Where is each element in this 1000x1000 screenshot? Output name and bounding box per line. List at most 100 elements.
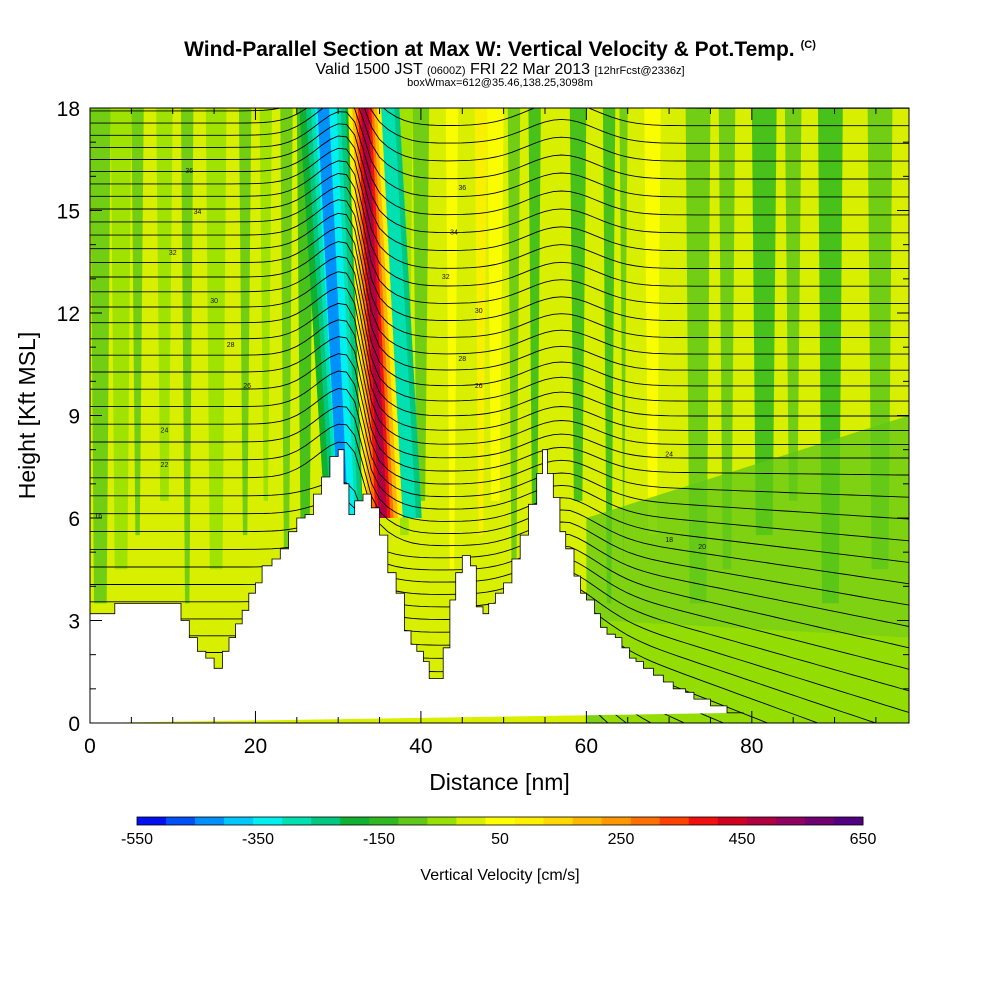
colorbar-swatch <box>659 817 690 825</box>
contour-label: 26 <box>475 383 483 390</box>
colorbar-swatch <box>514 817 545 825</box>
updraft-core <box>360 108 387 518</box>
colorbar-swatch <box>195 817 225 825</box>
isentrope-line <box>90 423 909 585</box>
colorbar-swatch <box>340 817 370 825</box>
isentrope-line <box>90 199 909 339</box>
isentrope-line <box>90 336 909 476</box>
y-tick-label: 18 <box>57 98 80 121</box>
colorbar-swatch <box>601 817 632 825</box>
contour-label: 34 <box>450 229 458 236</box>
colorbar-swatch <box>369 817 399 825</box>
valid-time: Valid 1500 JST <box>315 61 423 78</box>
colorbar-swatch <box>137 817 167 825</box>
downdraft-core <box>317 108 349 518</box>
title-text: Wind-Parallel Section at Max W: Vertical… <box>184 38 795 61</box>
contour-label: 32 <box>169 250 177 257</box>
contour-label: 26 <box>243 383 251 390</box>
shading-band <box>487 108 504 501</box>
isentrope-line <box>90 319 909 459</box>
isentrope-line <box>90 147 909 269</box>
shading-band <box>131 108 144 536</box>
colorbar-tick-label: 50 <box>491 831 509 848</box>
shading-band <box>280 108 293 604</box>
y-tick-label: 6 <box>68 508 80 531</box>
colorbar-tick-label: -350 <box>242 831 274 848</box>
isentrope-line <box>90 481 909 627</box>
colorbar-swatch <box>485 817 516 825</box>
contour-label: 18 <box>665 537 673 544</box>
terrain <box>90 449 744 723</box>
y-tick-label: 3 <box>68 611 80 634</box>
shading-band <box>90 108 111 604</box>
shading-band <box>718 108 736 570</box>
shading-band <box>156 108 173 501</box>
x-tick-label: 0 <box>84 735 96 758</box>
y-axis-title: Height [Kft MSL] <box>14 332 40 499</box>
contour-label: 20 <box>698 544 706 551</box>
isentrope-line <box>90 226 909 371</box>
colorbar-swatch <box>456 817 486 825</box>
shading-band <box>445 108 459 570</box>
colorbar-swatch <box>630 817 661 825</box>
isentrope-line <box>90 499 909 649</box>
shading-band <box>784 108 802 501</box>
isentrope-line <box>90 241 909 387</box>
colorbar-tick-label: 450 <box>729 831 756 848</box>
isentrope-line <box>382 108 909 127</box>
x-tick-label: 40 <box>409 735 432 758</box>
contour-label: 28 <box>227 342 235 349</box>
isentrope-line <box>90 353 909 498</box>
colorbar-tick-label: 650 <box>850 831 877 848</box>
colorbar-swatch <box>804 817 835 825</box>
isentrope-line <box>90 108 909 198</box>
valid-date: FRI 22 Mar 2013 <box>469 61 591 78</box>
isentrope-line <box>90 108 909 162</box>
isentrope-line <box>90 388 909 542</box>
colorbar-swatch <box>775 817 806 825</box>
shading-band <box>507 108 521 604</box>
shading-band <box>412 108 430 501</box>
shading-band <box>644 108 661 536</box>
colorbar-swatch <box>224 817 254 825</box>
isentrope-line <box>90 212 909 355</box>
colorbar-swatch <box>282 817 312 825</box>
colorbar-tick-label: -550 <box>121 831 153 848</box>
isentrope-line <box>90 173 909 305</box>
x-tick-label: 80 <box>740 735 763 758</box>
shading-band <box>259 108 272 501</box>
shading-band <box>238 108 252 536</box>
contour-label: 16 <box>94 513 102 520</box>
colorbar-swatch <box>398 817 428 825</box>
shading-band <box>569 108 587 501</box>
y-tick-label: 12 <box>57 303 80 326</box>
contour-label: 24 <box>665 452 673 459</box>
shading-band <box>660 108 678 501</box>
valid-utc: (0600Z) <box>426 65 466 77</box>
isentrope-line <box>90 108 909 180</box>
isentrope-line <box>90 160 909 287</box>
isentrope-line <box>90 302 909 445</box>
isentrope-line <box>370 108 909 144</box>
isentrope-line <box>90 517 909 670</box>
forecast-info: [12hrFcst@2336z] <box>594 65 685 77</box>
x-tick-label: 20 <box>244 735 267 758</box>
contour-label: 36 <box>185 168 193 175</box>
colorbar-swatch <box>253 817 283 825</box>
isentrope-line <box>90 185 909 322</box>
colorbar-swatch <box>427 817 457 825</box>
isentrope-line <box>428 108 909 109</box>
x-tick-label: 60 <box>575 735 598 758</box>
colorbar-swatch <box>746 817 777 825</box>
shading-band <box>685 108 711 604</box>
isentrope-line <box>90 405 909 563</box>
colorbar-frame <box>136 816 864 826</box>
colorbar-tick-label: -150 <box>363 831 395 848</box>
shading-band <box>181 108 194 604</box>
colorbar-swatch <box>572 817 603 825</box>
box-wmax-info: boxWmax=612@35.46,138.25,3098m <box>407 77 593 89</box>
shading-band <box>619 108 628 570</box>
isentrope-line <box>90 370 909 520</box>
chart-subtitle: Valid 1500 JST (0600Z) FRI 22 Mar 2013 [… <box>0 61 1000 79</box>
